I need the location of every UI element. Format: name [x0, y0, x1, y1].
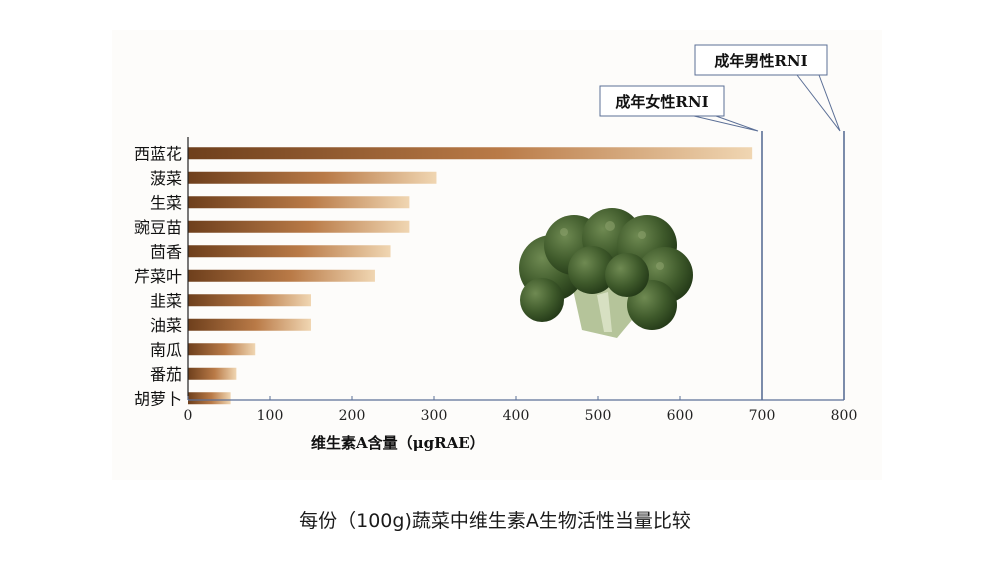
callout-pointer [693, 115, 759, 132]
category-label: 豌豆苗 [134, 218, 182, 237]
bar [188, 392, 231, 405]
bar [188, 245, 391, 258]
x-tick-label: 600 [667, 408, 694, 424]
bar [188, 367, 237, 380]
bar [188, 269, 375, 282]
category-label: 番茄 [150, 365, 182, 384]
chart-caption: 每份（100g)蔬菜中维生素A生物活性当量比较 [299, 510, 691, 532]
bar [188, 318, 311, 331]
category-label: 生菜 [150, 193, 182, 212]
x-tick-label: 0 [184, 408, 193, 424]
reference-label: 成年女性RNI [615, 93, 708, 111]
bar [188, 294, 311, 307]
x-tick-label: 500 [585, 408, 612, 424]
callout-pointer [796, 74, 841, 132]
chart-panel: 西蓝花菠菜生菜豌豆苗茴香芹菜叶韭菜油菜南瓜番茄胡萝卜 0 100 200 300 400… [112, 30, 882, 480]
x-tick-label: 700 [749, 408, 776, 424]
x-tick-label: 200 [339, 408, 366, 424]
x-tick-label: 800 [831, 408, 858, 424]
bar [188, 220, 410, 233]
x-tick-label: 100 [257, 408, 284, 424]
bar [188, 196, 410, 209]
x-axis-title: 维生素A含量（μgRAE） [311, 434, 485, 452]
category-label: 韭菜 [150, 291, 182, 310]
callout-box [694, 44, 828, 76]
category-label: 西蓝花 [134, 144, 182, 163]
category-label: 菠菜 [150, 169, 182, 188]
category-label: 芹菜叶 [134, 267, 182, 286]
category-label: 南瓜 [150, 340, 182, 359]
reference-label: 成年男性RNI [714, 52, 807, 70]
bar [188, 171, 437, 184]
x-tick-label: 300 [421, 408, 448, 424]
category-label: 油菜 [150, 316, 182, 335]
bar [188, 147, 753, 160]
x-tick-label: 400 [503, 408, 530, 424]
category-label: 茴香 [150, 242, 182, 261]
broccoli-icon [519, 208, 693, 338]
bar [188, 343, 256, 356]
callout-box [599, 85, 725, 117]
category-label: 胡萝卜 [134, 389, 182, 408]
